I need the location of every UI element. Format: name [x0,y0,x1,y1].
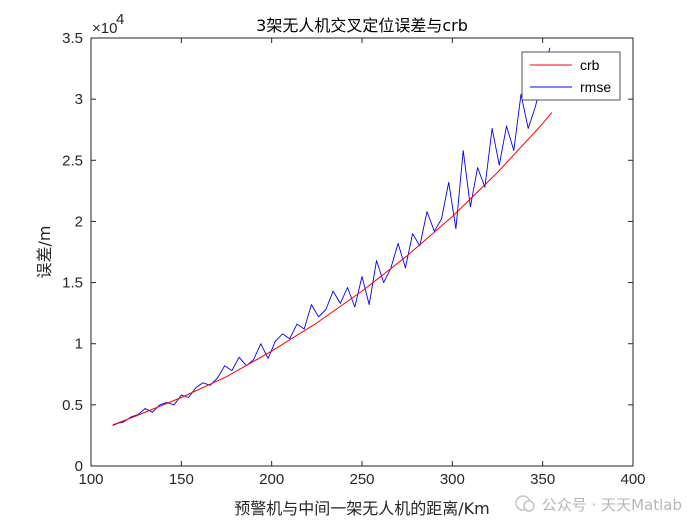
series-line-crb [112,112,553,426]
y-tick-label: 2 [75,213,83,230]
legend-box [521,51,621,101]
watermark-text: 公众号 · 天天Matlab [541,495,682,514]
y-tick-label: 2.5 [62,152,83,169]
y-axis-exponent-power: 4 [116,11,124,28]
x-tick-label: 100 [78,471,103,488]
legend-label-rmse: rmse [580,79,611,95]
x-tick-label: 350 [530,471,555,488]
y-tick-label: 0 [75,458,83,475]
y-tick-label: 1.5 [62,275,83,292]
x-axis: 100 150 200 250 300 350 400 [78,38,646,488]
wechat-icon [515,495,535,512]
y-tick-label: 3.5 [62,30,83,47]
watermark: 公众号 · 天天Matlab [514,493,682,515]
y-axis-exponent-base: ×10 [92,20,117,37]
x-tick-label: 400 [620,471,645,488]
y-axis: 0 0.5 1 1.5 2 2.5 3 3.5 [62,30,633,475]
legend: crb rmse [521,51,621,101]
chart-title: 3架无人机交叉定位误差与crb [256,16,468,35]
series-line-rmse [112,47,551,427]
plot-area [90,37,634,467]
x-tick-label: 200 [259,471,284,488]
series-layer [112,47,553,427]
y-axis-label: 误差/m [35,226,54,279]
y-tick-label: 0.5 [62,397,83,414]
x-tick-label: 250 [349,471,374,488]
legend-label-crb: crb [580,57,600,73]
x-tick-label: 150 [169,471,194,488]
x-tick-label: 300 [440,471,465,488]
y-tick-label: 3 [75,91,83,108]
x-axis-label: 预警机与中间一架无人机的距离/Km [234,499,489,518]
y-tick-label: 1 [75,336,83,353]
